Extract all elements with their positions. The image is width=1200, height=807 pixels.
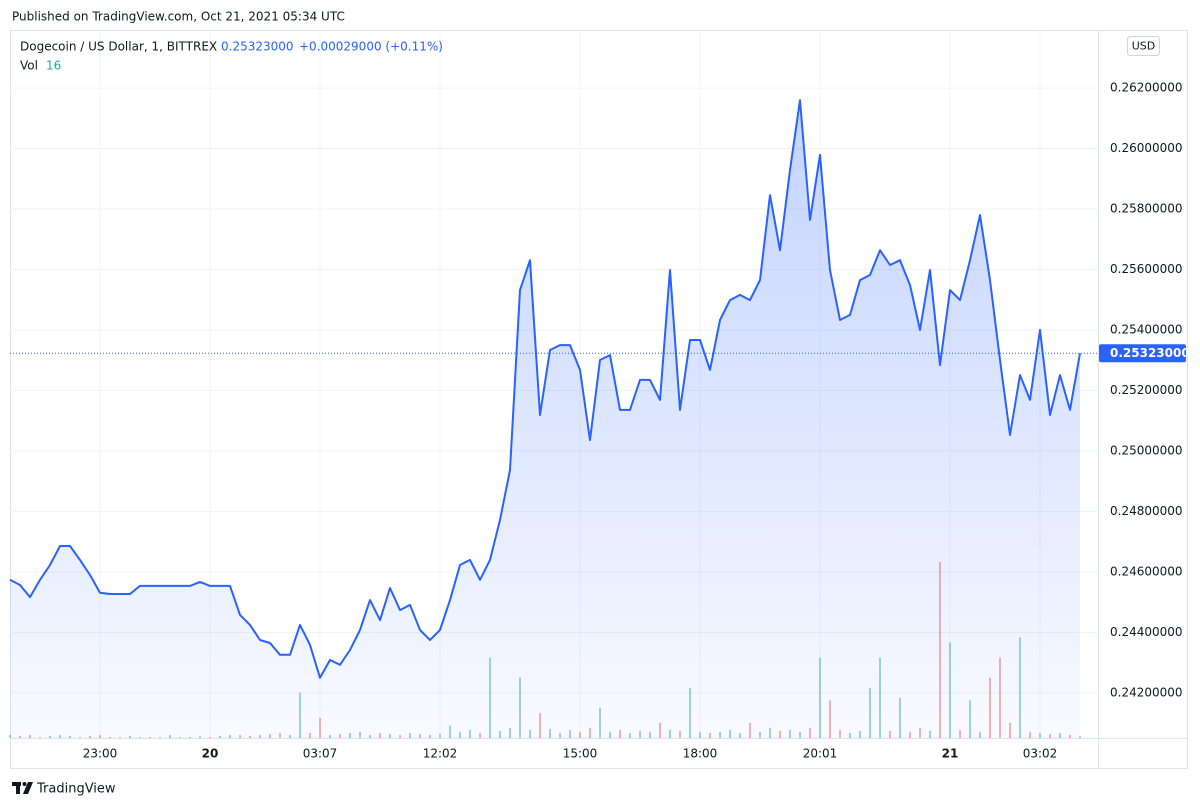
logo-slash [23,782,33,794]
x-tick-label: 12:02 [423,747,458,761]
logo-stem [16,782,20,794]
last-price-badge-label: 0.25323000 [1110,346,1190,360]
x-tick-label: 20:01 [803,747,838,761]
x-tick-label: 15:00 [563,747,598,761]
price-area [10,100,1080,738]
x-tick-label: 21 [942,747,959,761]
price-line [9,99,1081,679]
y-tick-label: 0.25600000 [1110,262,1183,276]
logo-dot [22,782,27,786]
brand-logo [12,782,33,794]
y-tick-label: 0.25200000 [1110,383,1183,397]
y-tick-label: 0.25400000 [1110,323,1183,337]
x-tick-label: 18:00 [683,747,718,761]
y-tick-label: 0.24800000 [1110,504,1183,518]
y-tick-label: 0.26200000 [1110,81,1183,95]
y-tick-label: 0.24400000 [1110,625,1183,639]
brand-name: TradingView [36,782,116,797]
y-tick-label: 0.24200000 [1110,685,1183,699]
last-price-badge [1099,344,1186,363]
currency-label[interactable]: USD [1132,40,1156,53]
y-tick-label: 0.24600000 [1110,564,1183,578]
y-tick-label: 0.25800000 [1110,202,1183,216]
volume-value: 16 [46,59,61,73]
y-tick-label: 0.26000000 [1110,141,1183,155]
currency-button[interactable] [1127,36,1160,56]
x-tick-label: 03:07 [303,747,338,761]
x-tick-label: 03:02 [1023,747,1058,761]
volume-label: Vol [20,59,38,73]
x-tick-label: 20 [202,747,219,761]
x-tick-label: 23:00 [83,747,118,761]
last-price: 0.25323000 [221,40,294,54]
symbol-title: Dogecoin / US Dollar, 1, BITTREX [20,40,217,54]
y-tick-label: 0.25000000 [1110,443,1183,457]
published-note: Published on TradingView.com, Oct 21, 20… [12,10,345,24]
chart-frame [10,30,1188,769]
plot-area [9,30,1098,738]
price-change: +0.00029000 (+0.11%) [299,40,443,54]
